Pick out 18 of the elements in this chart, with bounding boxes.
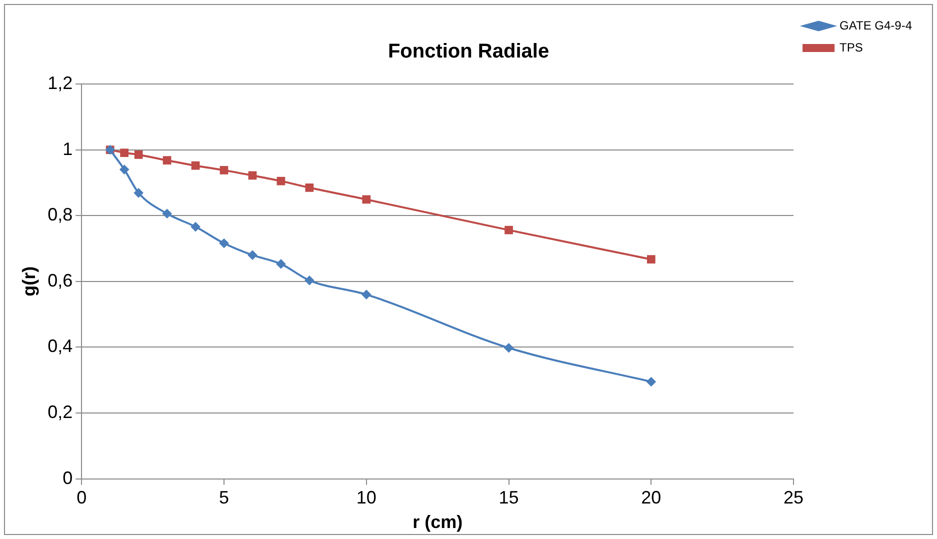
y-tick-label: 1 <box>62 138 73 159</box>
x-tick-label: 10 <box>356 488 376 508</box>
x-tick-label: 25 <box>784 488 804 508</box>
y-tick-label: 0,4 <box>48 336 73 356</box>
y-tick-label: 0,8 <box>48 204 73 225</box>
x-tick-label: 20 <box>641 488 662 508</box>
x-tick-label: 15 <box>498 488 519 508</box>
x-axis-title: r (cm) <box>412 512 463 532</box>
y-tick-label: 0,2 <box>48 402 73 422</box>
y-tick-label: 0,6 <box>48 270 73 290</box>
y-axis-title: g(r) <box>18 266 39 296</box>
legend-label: TPS <box>840 40 863 54</box>
y-tick-label: 1,2 <box>48 72 73 93</box>
x-tick-label: 5 <box>219 488 230 508</box>
legend-label: GATE G4-9-4 <box>840 18 912 32</box>
chart-title: Fonction Radiale <box>388 40 550 63</box>
x-tick-label: 0 <box>76 488 87 508</box>
y-tick-label: 0 <box>62 468 73 488</box>
